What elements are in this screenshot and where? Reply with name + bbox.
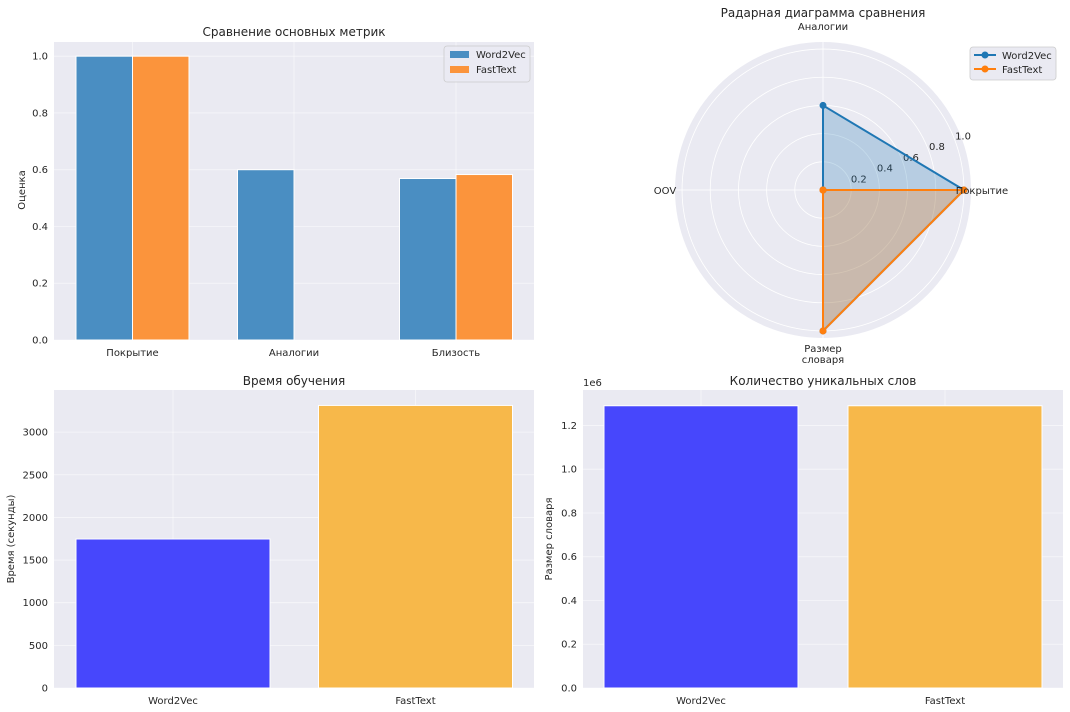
label-line: Размер <box>804 344 842 355</box>
y-offset-text: 1e6 <box>583 378 602 389</box>
legend-label: Word2Vec <box>476 50 526 61</box>
radar-fill-word2vec <box>823 105 964 331</box>
y-tick-label: 2000 <box>23 513 48 524</box>
y-tick-label: 500 <box>29 641 48 652</box>
x-tick-label: Word2Vec <box>148 696 198 707</box>
chart-title: Время обучения <box>243 374 346 388</box>
bar-word2vec <box>603 405 799 689</box>
chart-title: Количество уникальных слов <box>730 374 917 388</box>
legend-label: FastText <box>1002 65 1042 76</box>
x-tick-label: FastText <box>395 696 435 707</box>
y-axis-label: Оценка <box>17 170 28 210</box>
x-tick-label: FastText <box>925 696 965 707</box>
chart-title: Сравнение основных метрик <box>202 25 385 39</box>
y-tick-label: 2500 <box>23 470 48 481</box>
radar-point-word2vec <box>819 101 827 109</box>
legend: Word2Vec FastText <box>969 46 1057 81</box>
y-axis-label: Время (секунды) <box>6 494 17 583</box>
y-tick-label: 3000 <box>23 428 48 439</box>
y-tick-label: 1500 <box>23 556 48 567</box>
label-line: Покрытие <box>956 186 1008 197</box>
bar-word2vec <box>237 169 295 341</box>
training-time-chart: Время обучения Время (секунды) 0 500 1000 1… <box>6 374 534 707</box>
y-tick-label: 0.2 <box>32 279 48 290</box>
radar-point-fasttext <box>819 186 827 194</box>
angular-tick-label: OOV <box>654 186 677 197</box>
y-tick-label: 0 <box>42 684 48 695</box>
radar-point-fasttext <box>819 327 827 335</box>
legend-label: Word2Vec <box>1002 51 1052 62</box>
bar-word2vec <box>75 55 133 341</box>
y-tick-label: 0.8 <box>32 108 48 119</box>
bar-word2vec <box>399 178 457 341</box>
y-tick-label: 1.0 <box>32 52 48 63</box>
x-tick-label: Близость <box>432 348 481 359</box>
chart-title: Радарная диаграмма сравнения <box>721 6 926 20</box>
radar-line-fasttext <box>822 189 965 332</box>
label-line: Аналогии <box>798 22 848 33</box>
angular-tick-label: Покрытие <box>956 186 1008 197</box>
legend-swatch-word2vec <box>450 51 469 58</box>
y-tick-label: 0.4 <box>32 222 48 233</box>
y-tick-label: 0.4 <box>561 596 577 607</box>
x-tick-label: Word2Vec <box>676 696 726 707</box>
y-axis-label: Размер словаря <box>544 497 555 580</box>
angular-tick-label: Размер словаря <box>802 344 844 366</box>
legend-marker-fasttext <box>981 65 989 73</box>
legend: Word2Vec FastText <box>443 45 531 83</box>
y-tick-label: 1.2 <box>561 421 577 432</box>
angular-tick-label: Аналогии <box>798 22 848 33</box>
r-tick-label: 0.2 <box>851 174 867 185</box>
r-tick-label: 1.0 <box>955 131 971 142</box>
radar-point-fasttext <box>960 186 968 194</box>
vocab-size-chart: Количество уникальных слов Размер словар… <box>544 374 1063 707</box>
label-line: OOV <box>654 186 677 197</box>
x-tick-label: Покрытие <box>106 348 158 359</box>
legend-swatch-fasttext <box>450 66 469 73</box>
y-tick-label: 0.6 <box>561 552 577 563</box>
y-tick-label: 0.6 <box>32 165 48 176</box>
y-tick-label: 1.0 <box>561 465 577 476</box>
y-tick-label: 0.8 <box>561 508 577 519</box>
legend-marker-word2vec <box>981 51 989 59</box>
bar-fasttext <box>132 55 190 341</box>
bar-word2vec <box>75 538 271 689</box>
metrics-bar-chart: Сравнение основных метрик Оценка 0.0 0.2 0… <box>17 25 534 359</box>
y-tick-label: 0.0 <box>32 336 48 347</box>
r-tick-label: 0.4 <box>877 164 893 175</box>
bar-fasttext <box>847 405 1043 689</box>
x-tick-label: Аналогии <box>269 348 319 359</box>
y-tick-label: 0.2 <box>561 640 577 651</box>
radar-chart: Радарная диаграмма сравнения 0.20.40.60.… <box>654 6 1057 366</box>
y-tick-label: 1000 <box>23 598 48 609</box>
legend-label: FastText <box>476 65 516 76</box>
r-tick-label: 0.8 <box>929 142 945 153</box>
label-line: словаря <box>802 355 844 366</box>
bar-fasttext <box>318 404 513 689</box>
bar-fasttext <box>455 174 513 341</box>
y-tick-label: 0.0 <box>561 684 577 695</box>
